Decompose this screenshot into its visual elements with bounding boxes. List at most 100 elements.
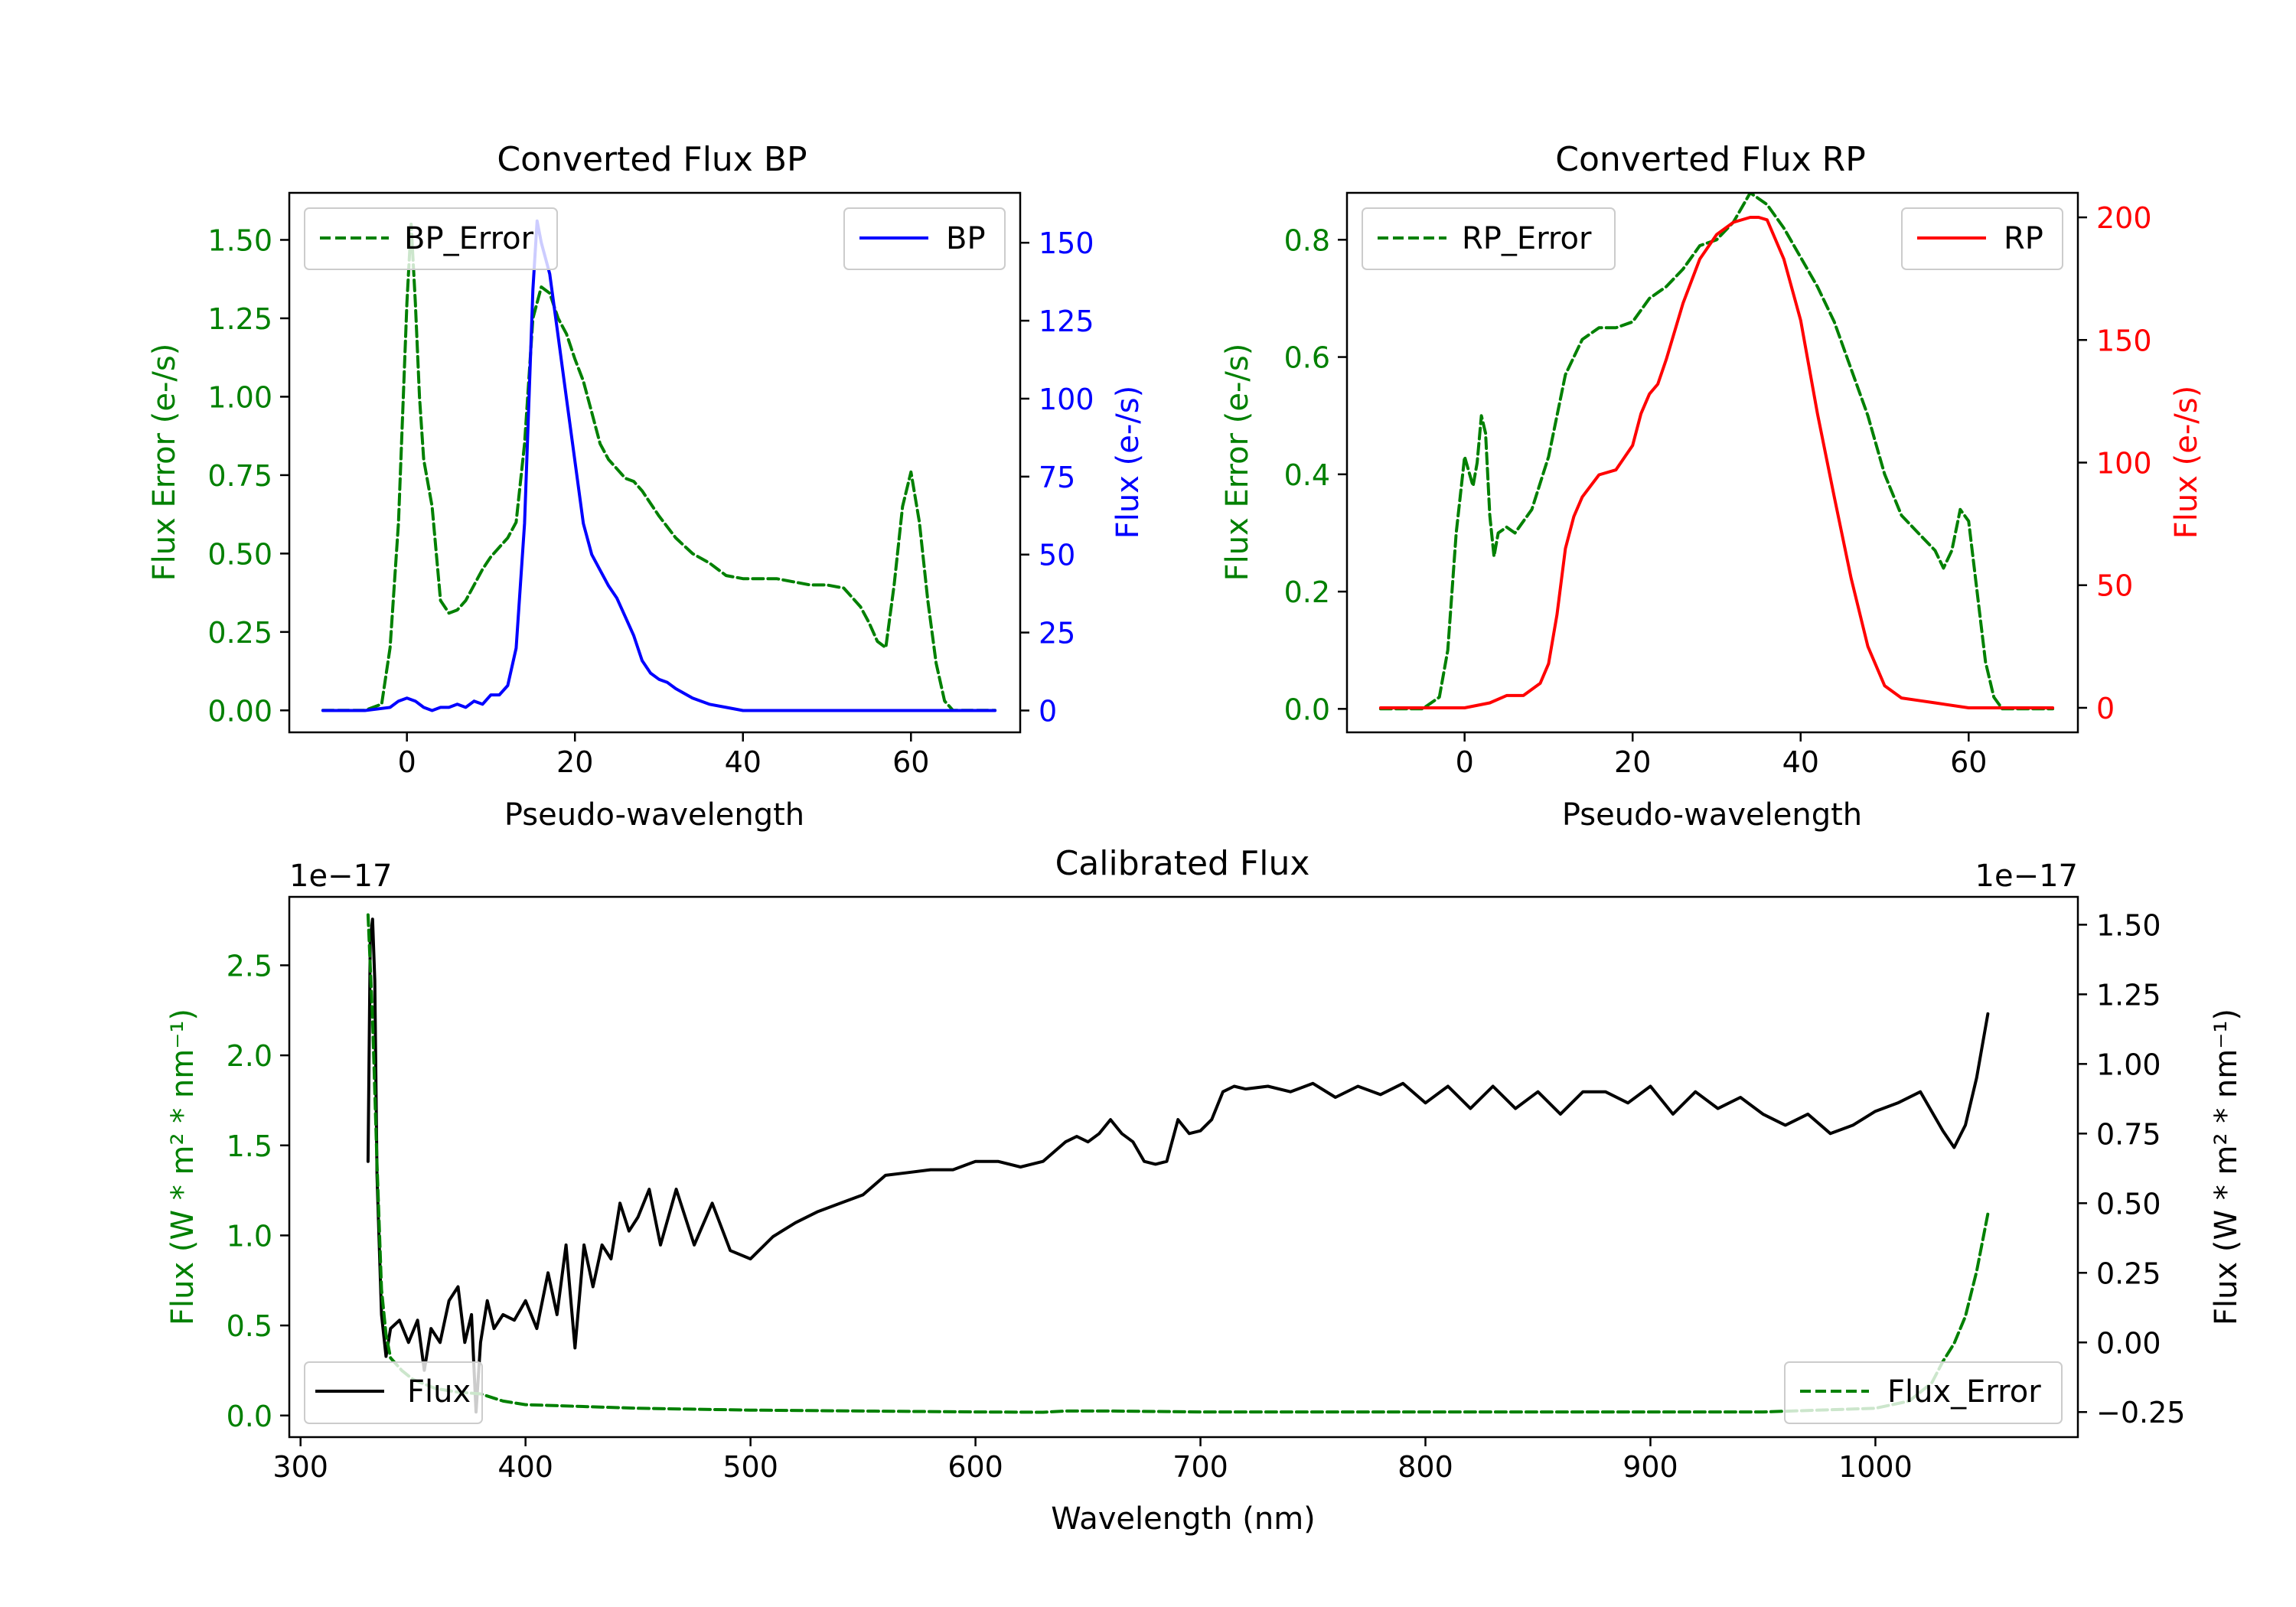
y-right-tick-label: 0	[2096, 692, 2115, 725]
y-right-tick-label: −0.25	[2096, 1396, 2185, 1429]
panel-bp-right-ticks: 0 25 50 75 100 125 150	[1020, 227, 1094, 728]
y-left-tick-label: 0.8	[1284, 223, 1330, 257]
x-tick-label: 20	[556, 745, 593, 779]
x-tick-label: 900	[1623, 1450, 1678, 1484]
y-left-tick-label: 0.00	[207, 694, 272, 728]
x-tick-label: 1000	[1838, 1450, 1913, 1484]
y-left-tick-label: 0.75	[207, 459, 272, 493]
y-left-tick-label: 0.0	[227, 1400, 272, 1433]
panel-bp-legend-error: BP_Error	[304, 207, 558, 270]
panel-bp-series	[321, 219, 997, 712]
y-left-tick-label: 1.0	[227, 1219, 272, 1253]
panel-bp-x-label: Pseudo-wavelength	[504, 797, 804, 833]
y-left-tick-label: 1.50	[207, 223, 272, 257]
x-tick-label: 20	[1614, 745, 1651, 779]
panel-calibrated-left-ticks: 0.0 0.5 1.0 1.5 2.0 2.5	[227, 949, 289, 1433]
y-left-tick-label: 0.25	[207, 616, 272, 650]
panel-calibrated-y-label-right: Flux (W * m² * nm⁻¹)	[2209, 1009, 2244, 1325]
panel-rp-legend-flux-label: RP	[2004, 221, 2043, 256]
y-right-tick-label: 50	[2096, 569, 2133, 603]
panel-rp-x-label: Pseudo-wavelength	[1562, 797, 1862, 833]
panel-bp-legend-flux-label: BP	[946, 221, 986, 256]
panel-calibrated-legend-error: Flux_Error	[1784, 1361, 2063, 1424]
panel-calibrated-offset-left: 1e−17	[289, 859, 392, 894]
panel-calibrated-offset-right: 1e−17	[1975, 859, 2078, 894]
x-tick-label: 60	[1950, 745, 1987, 779]
panel-calibrated-x-label: Wavelength (nm)	[1051, 1501, 1316, 1537]
panel-bp-y-label-right: Flux (e-/s)	[1110, 386, 1146, 539]
panel-bp: Converted Flux BP 0 20 40 60 0.000.250.500.…	[147, 140, 1146, 833]
x-tick-label: 700	[1172, 1450, 1228, 1484]
panel-bp-legend-error-label: BP_Error	[404, 221, 534, 256]
panel-bp-title: Converted Flux BP	[497, 140, 807, 179]
x-tick-label: 0	[398, 745, 416, 779]
panel-rp-legend-error: RP_Error	[1362, 207, 1616, 270]
x-tick-label: 60	[892, 745, 929, 779]
panel-rp-title: Converted Flux RP	[1555, 140, 1866, 179]
y-right-tick-label: 150	[2096, 324, 2152, 357]
y-left-tick-label: 0.50	[207, 537, 272, 571]
y-right-tick-label: 100	[2096, 447, 2152, 481]
panel-rp-y-label-right: Flux (e-/s)	[2169, 386, 2204, 539]
y-left-tick-label: 1.25	[207, 302, 272, 336]
panel-rp: Converted Flux RP 0 20 40 60 0.00.20.40.60.…	[1220, 140, 2204, 833]
x-tick-label: 500	[722, 1450, 778, 1484]
panel-rp-x-ticks: 0 20 40 60	[1456, 732, 1987, 779]
panel-bp-y-label-left: Flux Error (e-/s)	[147, 344, 182, 582]
panel-rp-y-label-left: Flux Error (e-/s)	[1220, 344, 1255, 582]
panel-calibrated: Calibrated Flux 1e−17 1e−17 300 400 500 600…	[165, 844, 2244, 1537]
y-left-tick-label: 1.00	[207, 380, 272, 414]
y-right-tick-label: 125	[1039, 305, 1094, 338]
panel-bp-legend-flux: BP	[843, 207, 1006, 270]
y-right-tick-label: 0.25	[2096, 1257, 2161, 1290]
y-left-tick-label: 2.5	[227, 949, 272, 983]
panel-calibrated-legend-error-label: Flux_Error	[1887, 1374, 2041, 1410]
y-left-tick-label: 0.4	[1284, 458, 1330, 492]
panel-calibrated-legend-flux-label: Flux	[407, 1374, 471, 1410]
x-tick-label: 40	[725, 745, 762, 779]
x-tick-label: 300	[272, 1450, 328, 1484]
y-left-tick-label: 1.5	[227, 1129, 272, 1163]
panel-rp-legend-flux: RP	[1901, 207, 2063, 270]
y-right-tick-label: 100	[1039, 383, 1094, 416]
y-right-tick-label: 200	[2096, 201, 2152, 235]
series-line-rp-error	[1378, 193, 2055, 711]
y-right-tick-label: 0.75	[2096, 1117, 2161, 1151]
y-left-tick-label: 0.0	[1284, 693, 1330, 726]
panel-calibrated-right-ticks: −0.25 0.00 0.25 0.50 0.75 1.00 1.25 1.50	[2078, 908, 2185, 1429]
panel-calibrated-legend-flux: Flux	[304, 1361, 483, 1424]
panel-calibrated-title: Calibrated Flux	[1055, 844, 1310, 883]
y-left-tick-label: 0.5	[227, 1309, 272, 1343]
panel-bp-x-ticks: 0 20 40 60	[398, 732, 929, 779]
x-tick-label: 600	[947, 1450, 1003, 1484]
y-right-tick-label: 0.50	[2096, 1187, 2161, 1221]
panel-bp-frame	[288, 191, 1022, 734]
panel-rp-left-ticks: 0.0 0.2 0.4 0.6 0.8	[1284, 223, 1347, 726]
x-tick-label: 800	[1397, 1450, 1453, 1484]
panel-calibrated-x-ticks: 300 400 500 600 700 800 900 1000	[272, 1437, 1913, 1484]
x-tick-label: 400	[497, 1450, 553, 1484]
y-left-tick-label: 0.6	[1284, 341, 1330, 375]
y-right-tick-label: 1.00	[2096, 1048, 2161, 1081]
y-right-tick-label: 0.00	[2096, 1326, 2161, 1360]
panel-rp-series	[1378, 193, 2055, 711]
y-right-tick-label: 1.25	[2096, 978, 2161, 1012]
series-line-bp	[321, 219, 997, 712]
y-right-tick-label: 1.50	[2096, 908, 2161, 942]
panel-rp-legend-error-label: RP_Error	[1462, 221, 1592, 256]
panel-calibrated-y-label-left: Flux (W * m² * nm⁻¹)	[165, 1009, 201, 1325]
y-right-tick-label: 0	[1039, 694, 1057, 728]
y-right-tick-label: 25	[1039, 617, 1075, 650]
series-line-bp-error	[321, 223, 997, 712]
y-right-tick-label: 50	[1039, 539, 1075, 572]
y-right-tick-label: 75	[1039, 461, 1075, 494]
series-line-rp	[1378, 216, 2055, 709]
y-left-tick-label: 2.0	[227, 1039, 272, 1073]
x-tick-label: 0	[1456, 745, 1474, 779]
x-tick-label: 40	[1782, 745, 1819, 779]
panel-bp-left-ticks: 0.00 0.25 0.50 0.75 1.00 1.25 1.50	[207, 223, 289, 728]
panel-rp-right-ticks: 0 50 100 150 200	[2078, 201, 2152, 725]
y-right-tick-label: 150	[1039, 227, 1094, 260]
y-left-tick-label: 0.2	[1284, 575, 1330, 609]
